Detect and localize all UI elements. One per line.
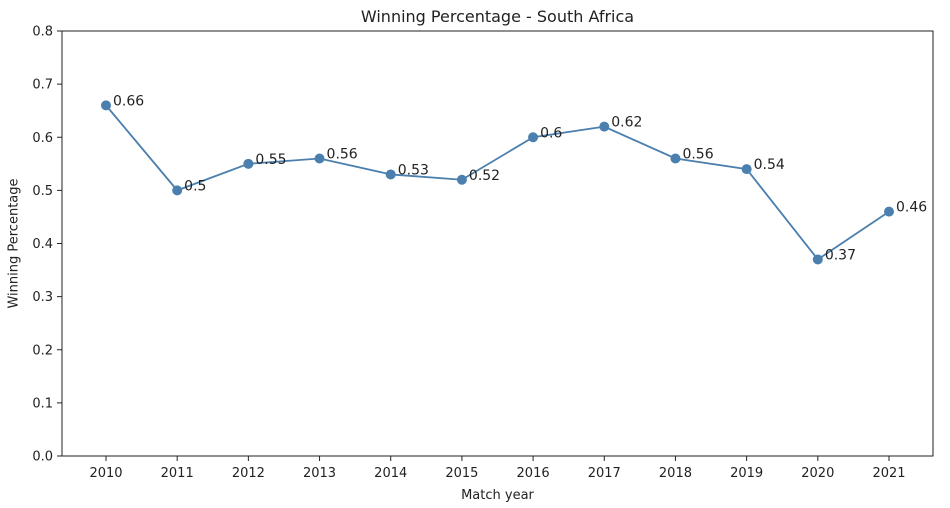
data-label: 0.62 [611,115,642,131]
data-label: 0.6 [540,125,562,141]
data-label: 0.56 [682,147,713,163]
data-point [456,174,467,185]
y-axis-label: Winning Percentage [7,178,22,308]
data-point [741,164,752,175]
data-label: 0.55 [255,152,286,168]
data-label: 0.46 [896,200,927,216]
x-tick-label: 2021 [872,466,905,481]
x-tick-label: 2011 [161,466,194,481]
x-tick-label: 2019 [730,466,763,481]
chart-title: Winning Percentage - South Africa [361,7,634,26]
x-tick-label: 2014 [374,466,407,481]
data-label: 0.52 [469,168,500,184]
y-tick-label: 0.8 [32,25,53,40]
data-labels: 0.66 0.5 0.55 0.56 0.53 0.52 0.6 0.62 0.56 0.54 0.… [113,93,927,263]
y-tick-label: 0.4 [32,237,53,252]
x-tick-label: 2012 [232,466,265,481]
x-tick-label: 2018 [659,466,692,481]
data-label: 0.56 [327,147,358,163]
series-line [105,104,890,261]
data-point [812,254,823,265]
y-tick-label: 0.1 [32,396,53,411]
y-tick-label: 0.2 [32,343,53,358]
data-point [599,121,610,132]
data-label: 0.53 [398,162,429,178]
x-tick-label: 2013 [303,466,336,481]
x-axis-label: Match year [461,488,534,503]
data-point [101,100,111,111]
x-tick-label: 2020 [801,466,834,481]
data-label: 0.66 [113,93,144,109]
x-tick-label: 2017 [588,466,621,481]
x-axis-ticks: 2010 2011 2012 2013 2014 2015 2016 2017 2018 2019… [89,456,906,481]
y-tick-label: 0.6 [32,131,53,146]
data-point [172,185,183,196]
data-point [243,158,254,169]
data-point [314,153,325,164]
data-point [884,206,894,217]
plot-area-frame [61,30,934,457]
data-points [101,100,894,265]
x-tick-label: 2015 [445,466,478,481]
y-axis-ticks: 0.0 0.1 0.2 0.3 0.4 0.5 0.6 0.7 0.8 [32,25,62,465]
data-label: 0.37 [825,247,856,263]
data-point [528,132,539,143]
data-label: 0.54 [754,157,785,173]
data-point [670,153,681,164]
x-tick-label: 2016 [517,466,550,481]
y-tick-label: 0.5 [32,184,53,199]
y-tick-label: 0.7 [32,78,53,93]
data-point [385,169,396,180]
data-label: 0.5 [184,178,206,194]
y-tick-label: 0.3 [32,290,53,305]
x-tick-label: 2010 [89,466,122,481]
y-tick-label: 0.0 [32,450,53,465]
